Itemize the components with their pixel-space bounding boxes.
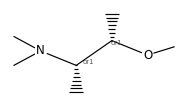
Text: or1: or1 bbox=[83, 59, 94, 65]
Text: O: O bbox=[143, 49, 152, 62]
Text: or1: or1 bbox=[111, 40, 123, 46]
Text: N: N bbox=[36, 44, 45, 57]
